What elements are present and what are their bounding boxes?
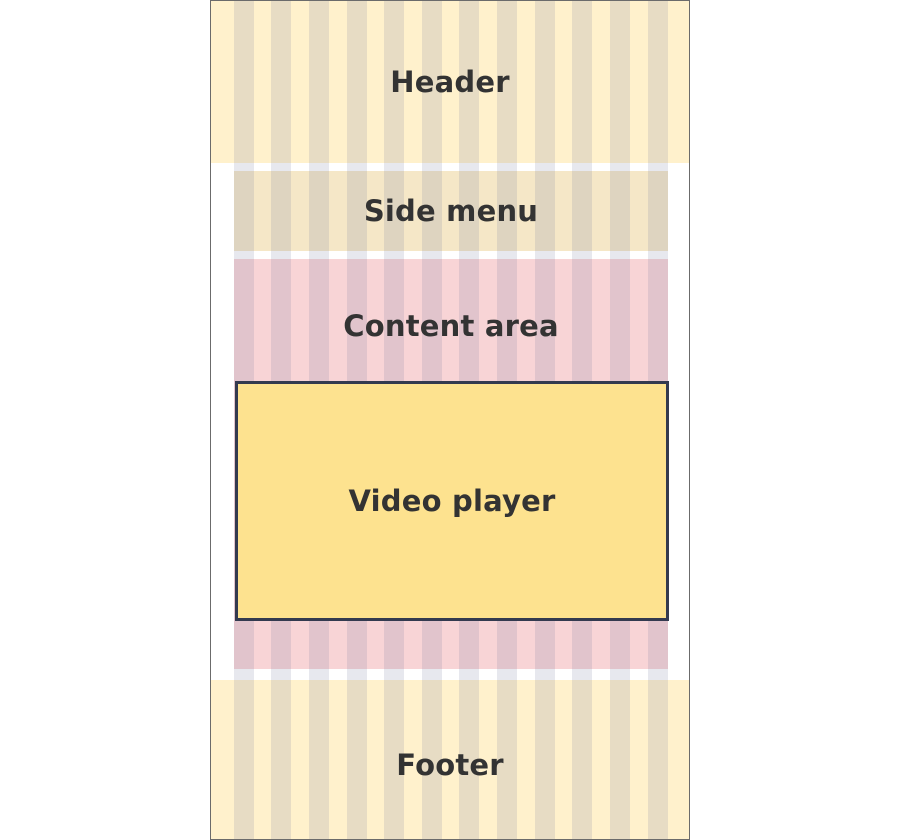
side-menu-label: Side menu [363, 194, 539, 228]
footer-region: Footer [211, 680, 689, 839]
video-player-region: Video player [235, 381, 669, 621]
header-region: Header [211, 1, 689, 163]
video-player-label: Video player [348, 484, 556, 518]
device-frame: Header Side menu Content area Footer Vid… [210, 0, 690, 840]
footer-label: Footer [396, 748, 504, 782]
content-area-label: Content area [343, 309, 559, 343]
header-label: Header [390, 65, 510, 99]
side-menu-region: Side menu [234, 171, 668, 251]
